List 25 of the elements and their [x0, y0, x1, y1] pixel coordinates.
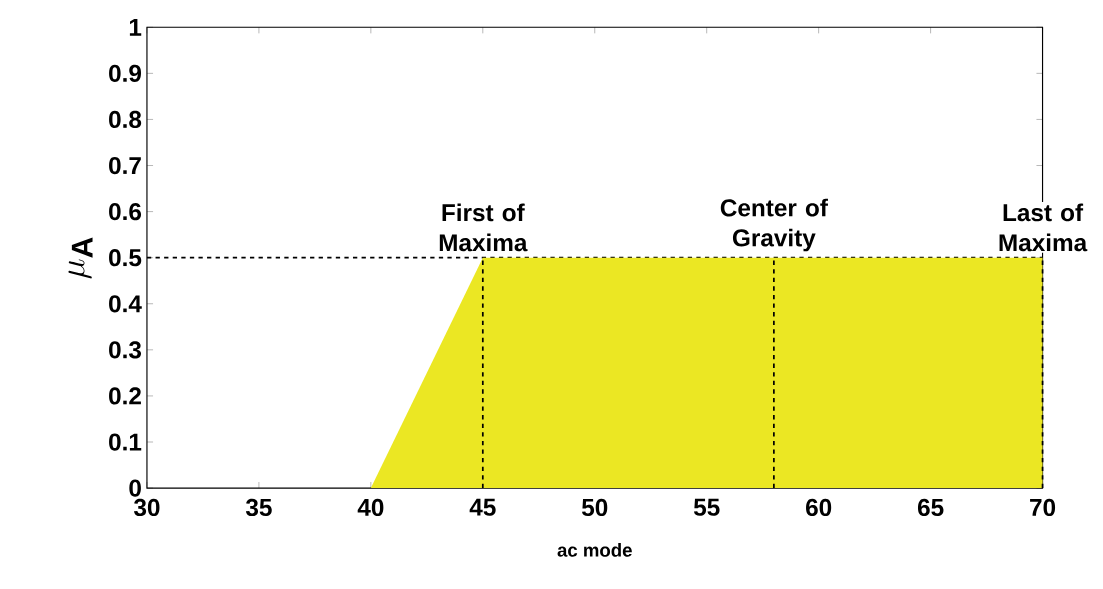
x-tick-label: 55: [693, 498, 720, 516]
x-tick-label: 65: [917, 498, 944, 517]
y-tick-label: 0.8: [109, 110, 142, 129]
y-tick-label: 0: [129, 479, 141, 497]
x-tick-label: 30: [133, 498, 160, 517]
y-tick-label: 0.5: [109, 249, 142, 267]
y-tick-label: 1: [129, 18, 142, 36]
y-axis-title: $\mu_{\mathbf{A}}$: [68, 237, 93, 279]
y-tick-label: 0.9: [109, 64, 142, 82]
ref-line-label: First of Maxima: [439, 203, 528, 252]
y-tick-label: 0.7: [109, 156, 141, 175]
x-tick-label: 35: [245, 498, 272, 517]
x-tick-label: 45: [469, 498, 496, 516]
x-axis-title: ac mode: [557, 543, 632, 557]
ref-line-label: Center of Gravity: [720, 198, 828, 252]
x-tick-label: 40: [357, 498, 384, 517]
x-tick-label: 60: [806, 498, 832, 517]
y-tick-label: 0.1: [109, 433, 142, 451]
y-tick-label: 0.2: [109, 387, 141, 405]
y-tick-label: 0.6: [109, 202, 142, 221]
y-tick-label: 0.3: [109, 341, 142, 359]
y-tick-label: 0.4: [109, 295, 142, 313]
ref-line-label: Last of Maxima: [999, 203, 1088, 252]
x-tick-label: 50: [581, 498, 608, 517]
x-tick-label: 70: [1030, 498, 1056, 517]
